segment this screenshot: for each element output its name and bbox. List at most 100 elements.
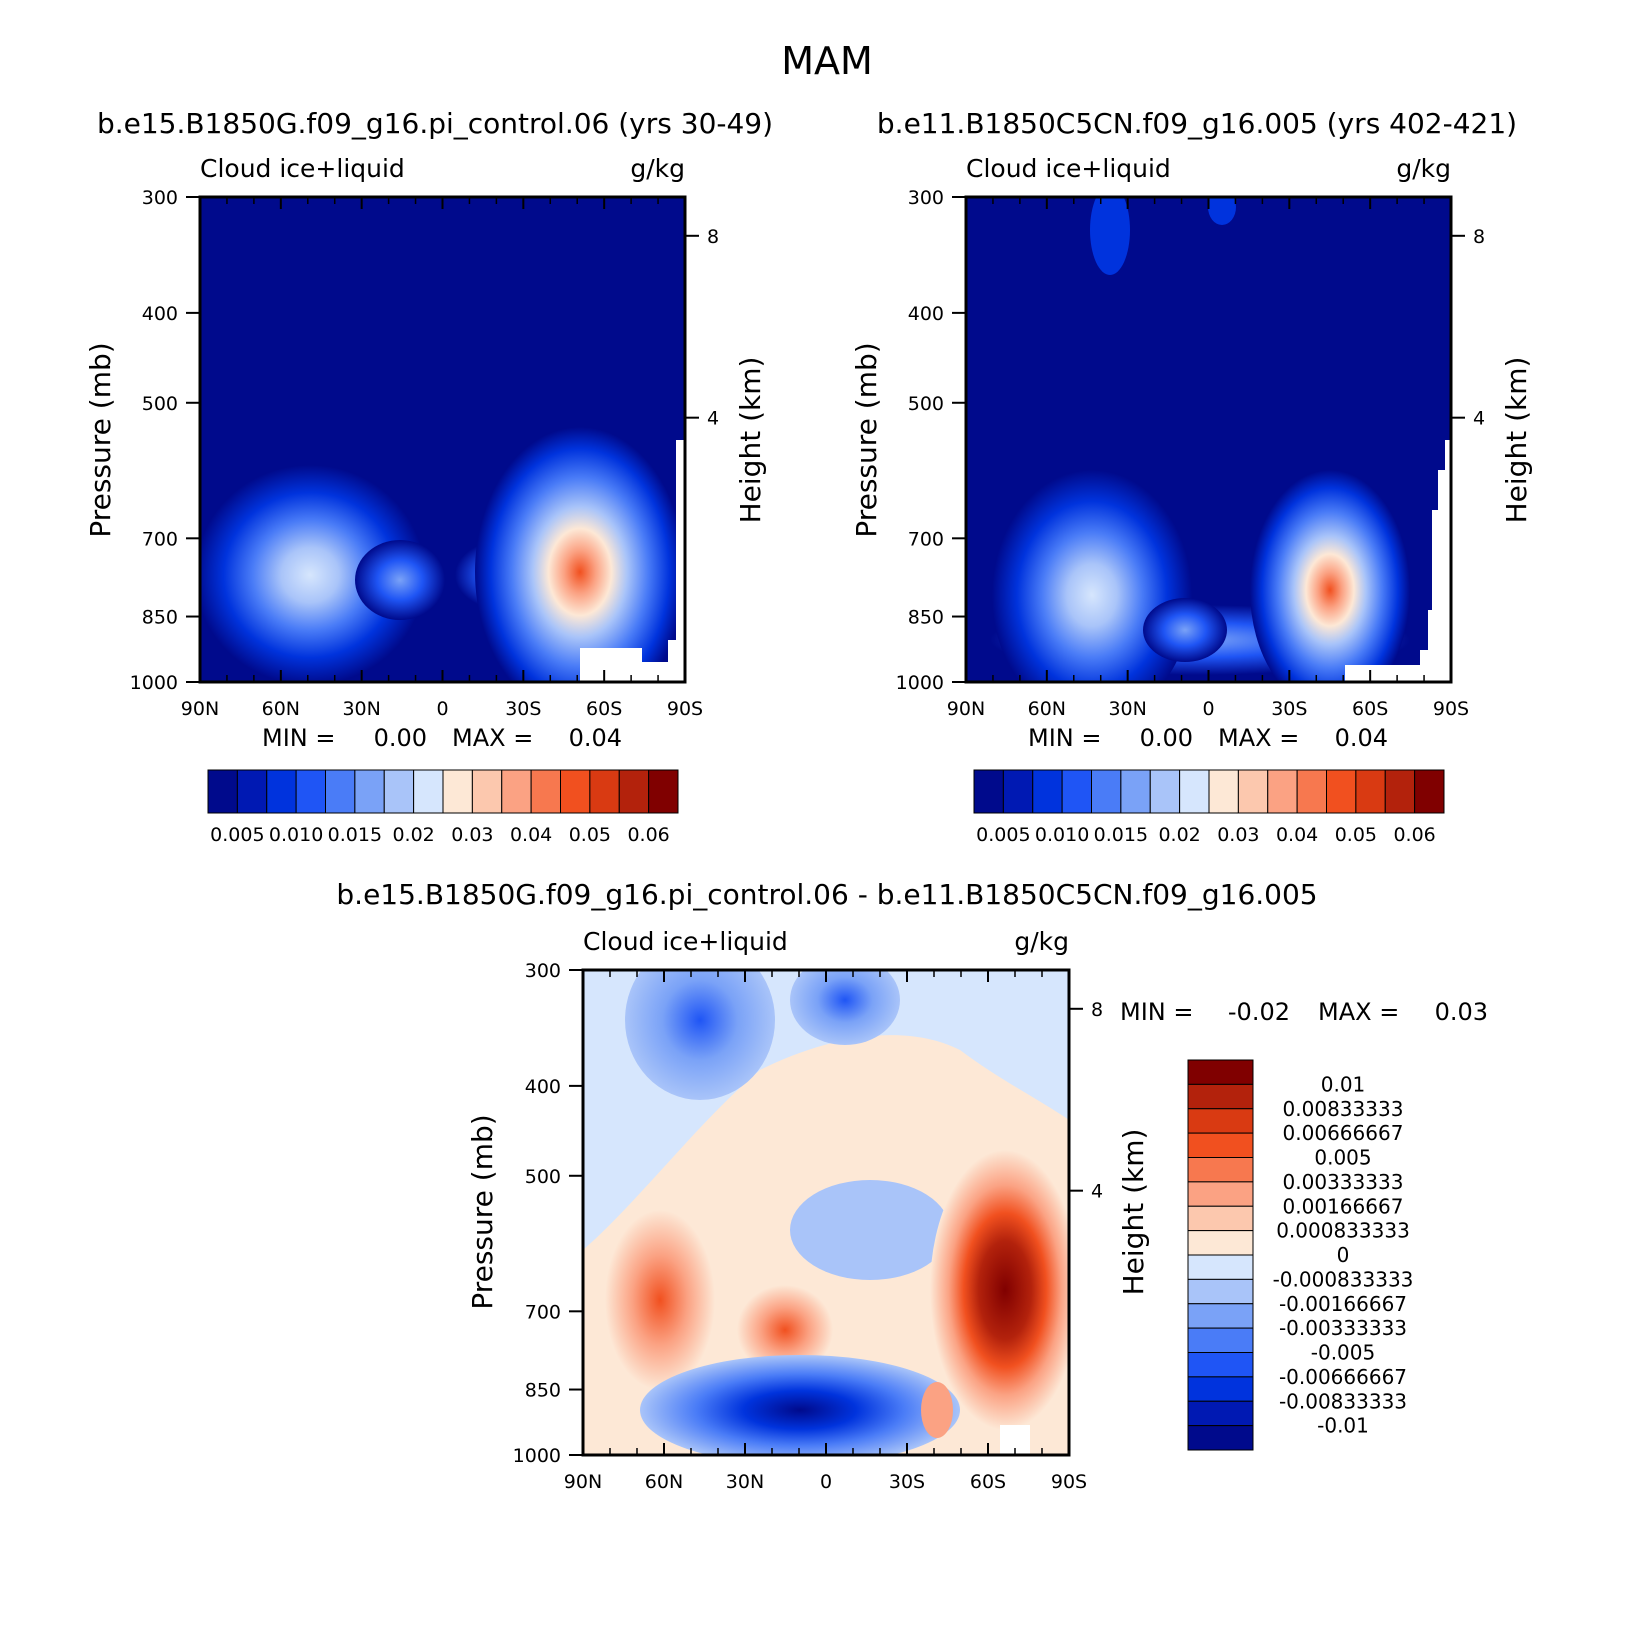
panel-1-axes: 90N 60N 30N 0 30S 60S 90S 300 400 500 700 850 1000 8 4 [130,187,719,720]
panel-1-ylabel-right: Height (km) [734,357,767,524]
panel-2-ylabel: Pressure (mb) [850,342,883,537]
colorbar-label: 0.06 [627,824,669,846]
panel-2-max-label: MAX = [1218,724,1299,752]
panel-3-min-value: -0.02 [1228,998,1290,1026]
colorbar-box [1414,769,1445,814]
colorbar-box [1237,769,1269,814]
y-tick-label: 700 [908,528,944,550]
x-tick-label: 30N [726,1471,764,1493]
height-tick-label: 8 [1091,999,1103,1021]
colorbar-box [1208,769,1239,814]
panel-2-upper-patch-2 [1208,197,1236,225]
x-tick-label: 60N [1028,698,1066,720]
colorbar-label: 0.04 [1276,824,1318,846]
y-tick-label: 300 [142,187,178,209]
colorbar-box [442,769,473,814]
panel-1-north-cloud [200,465,425,682]
y-tick-label: 850 [142,607,178,629]
colorbar-label: 0.06 [1393,824,1435,846]
x-tick-label: 0 [820,1471,832,1493]
colorbar-box [501,769,532,814]
x-tick-label: 0 [1202,698,1214,720]
colorbar-box [1149,769,1181,814]
y-tick-label: 850 [525,1380,561,1402]
y-tick-label: 700 [525,1301,561,1323]
panel-3-mid-neg [790,1180,950,1280]
panel-1-plot-field [200,197,685,682]
height-tick-label: 8 [1473,226,1485,248]
colorbar-label: -0.00833333 [1279,1389,1407,1413]
panel-3-low-neg [640,1355,960,1455]
colorbar-box [471,769,503,814]
colorbar-box [530,769,561,814]
panel-2-title: b.e11.B1850C5CN.f09_g16.005 (yrs 402-421… [877,107,1517,140]
colorbar-box [1002,769,1034,814]
y-tick-label: 700 [142,528,178,550]
colorbar-label: 0.015 [328,824,382,846]
colorbar-box [325,769,356,814]
x-tick-label: 30N [1108,698,1146,720]
colorbar-label: -0.005 [1311,1341,1375,1365]
colorbar-label: 0.02 [1158,824,1200,846]
colorbar-box [266,769,297,814]
panel-2-axes: 90N 60N 30N 0 30S 60S 90S 300 400 500 700 850 1000 8 4 [896,187,1485,720]
x-tick-label: 90S [1433,698,1469,720]
x-tick-label: 90S [667,698,703,720]
panel-3-max-value: 0.03 [1435,998,1488,1026]
colorbar-label: 0.005 [1314,1146,1371,1170]
panel-3-min-label: MIN = [1120,998,1193,1026]
panel-3-ylabel: Pressure (mb) [466,1114,499,1309]
colorbar-box [1187,1181,1254,1207]
colorbar-label: 0.05 [1335,824,1377,846]
panel-3-upper-neg-north [625,970,775,1100]
x-tick-label: 90N [564,1471,602,1493]
panel-3-upper-neg-eq [790,970,900,1045]
colorbar-box [1179,769,1210,814]
colorbar-label: 0.00333333 [1283,1170,1404,1194]
panel-1-variable-label: Cloud ice+liquid [200,154,405,183]
colorbar-box [589,769,620,814]
y-tick-label: 850 [908,607,944,629]
colorbar-box [1187,1327,1254,1353]
colorbar-box [1384,769,1416,814]
colorbar-label: -0.00666667 [1279,1365,1407,1389]
panel-2: b.e11.B1850C5CN.f09_g16.005 (yrs 402-421… [850,107,1533,846]
colorbar-box [1187,1278,1254,1305]
colorbar-label: 0.00666667 [1283,1121,1404,1145]
panel-1-south-cloud [475,427,685,682]
x-tick-label: 90S [1051,1471,1087,1493]
y-tick-label: 400 [908,303,944,325]
y-tick-label: 500 [908,393,944,415]
colorbar-box [1187,1352,1254,1378]
panel-1-min-label: MIN = [262,724,335,752]
colorbar-box [1187,1059,1254,1085]
panel-3-title: b.e15.B1850G.f09_g16.pi_control.06 - b.e… [336,878,1317,911]
y-tick-label: 500 [142,393,178,415]
panel-2-plot-field [966,197,1451,682]
x-tick-label: 30N [342,698,380,720]
y-tick-label: 400 [525,1076,561,1098]
colorbar-label: 0.010 [1035,824,1089,846]
colorbar-box [1061,769,1092,814]
panel-1-missing-data [580,440,685,682]
colorbar-label: 0.000833333 [1276,1219,1410,1243]
panel-1-units-label: g/kg [630,154,685,183]
panel-2-colorbar: 0.005 0.010 0.015 0.02 0.03 0.04 0.05 0.06 [973,769,1445,846]
colorbar-box [1187,1425,1254,1451]
colorbar-box [1187,1376,1254,1402]
panel-3-south-pos [930,1150,1069,1430]
panel-3-variable-label: Cloud ice+liquid [583,927,788,956]
colorbar-box [560,769,591,814]
colorbar-box [1032,769,1063,814]
panel-3-axes: 90N 60N 30N 0 30S 60S 90S 300 400 500 700 850 1000 8 4 [513,960,1103,1493]
x-tick-label: 30S [505,698,541,720]
panel-2-north-cloud [992,470,1192,682]
panel-2-units-label: g/kg [1396,154,1451,183]
height-tick-label: 4 [1091,1181,1103,1203]
panel-3-tropic-pos [737,1285,833,1375]
height-tick-label: 4 [1473,408,1485,430]
x-tick-label: 60S [1352,698,1388,720]
main-title: MAM [781,39,873,83]
panel-2-south-cloud [1250,470,1410,682]
